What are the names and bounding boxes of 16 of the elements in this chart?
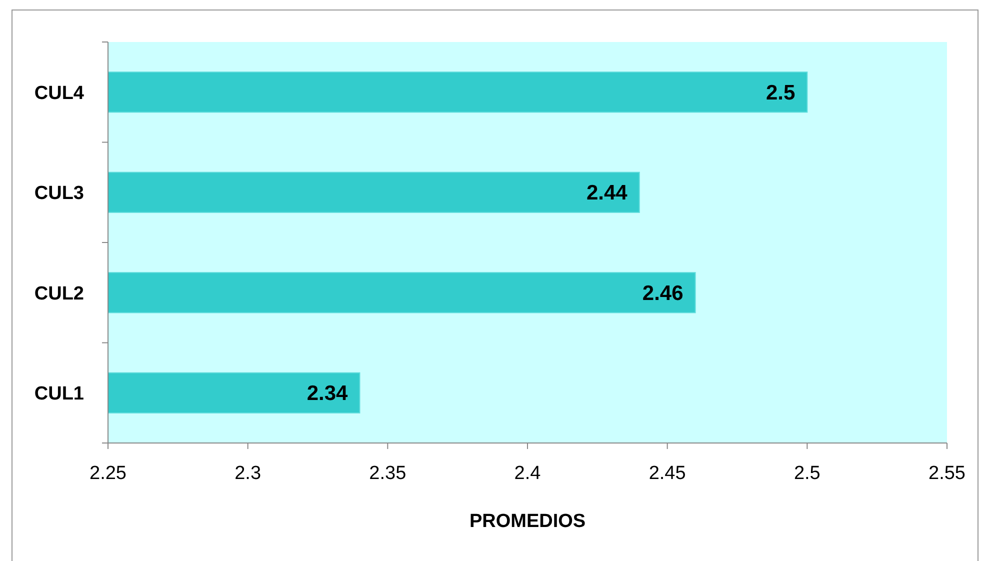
x-tick-label: 2.3 <box>234 463 262 484</box>
x-tick-label: 2.25 <box>90 463 126 484</box>
x-tick-label: 2.55 <box>928 463 966 484</box>
y-tick-label: CUL2 <box>34 283 84 304</box>
data-label: 2.46 <box>642 282 684 305</box>
x-tick-label: 2.35 <box>369 463 406 484</box>
data-label: 2.34 <box>306 382 348 406</box>
x-tick-label: 2.4 <box>514 463 542 484</box>
y-tick-label: CUL4 <box>34 82 84 104</box>
data-label: 2.44 <box>586 182 628 205</box>
x-tick-label: 2.5 <box>794 463 820 484</box>
data-label: 2.5 <box>766 81 796 104</box>
y-tick-label: CUL3 <box>34 183 84 204</box>
x-axis-title: PROMEDIOS <box>469 511 586 532</box>
x-tick-label: 2.45 <box>648 463 686 484</box>
y-tick-label: CUL1 <box>34 384 84 405</box>
